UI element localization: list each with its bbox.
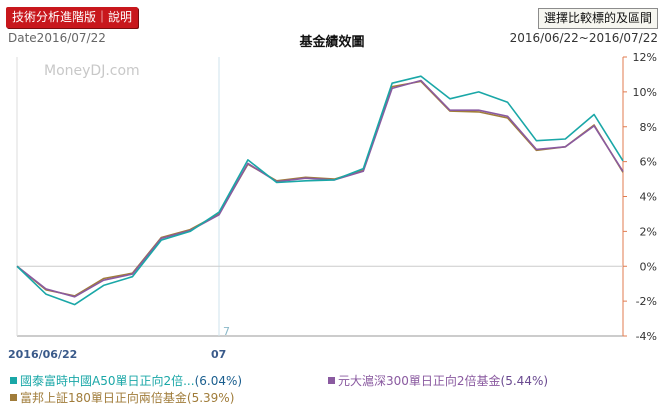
y-tick-label: 12% bbox=[633, 51, 657, 64]
y-tick-label: -2% bbox=[636, 295, 657, 308]
tech-analysis-button[interactable]: 技術分析進階版｜說明 bbox=[6, 7, 139, 28]
legend-item-series3[interactable]: 富邦上証180單日正向兩倍基金(5.39%) bbox=[10, 389, 234, 406]
x-tick-label: 07 bbox=[211, 348, 226, 361]
legend-swatch bbox=[10, 394, 17, 401]
y-tick-label: 6% bbox=[640, 156, 657, 169]
chart-title: 基金績效圖 bbox=[299, 35, 365, 50]
x-tick-label: 2016/06/22 bbox=[8, 348, 77, 361]
legend-name: 富邦上証180單日正向兩倍基金 bbox=[20, 391, 187, 405]
legend-value: (5.39%) bbox=[186, 391, 235, 405]
y-tick-label: 8% bbox=[640, 121, 657, 134]
legend-swatch bbox=[10, 377, 17, 384]
y-tick-label: 2% bbox=[640, 225, 657, 238]
legend-name: 國泰富時中國A50單日正向2倍... bbox=[20, 374, 195, 388]
y-tick-label: 0% bbox=[640, 260, 657, 273]
series-line-1 bbox=[16, 75, 624, 306]
y-tick-label: -4% bbox=[636, 330, 657, 343]
y-tick-label: 10% bbox=[633, 86, 657, 99]
legend-value: (5.44%) bbox=[500, 374, 549, 388]
series-line-2 bbox=[16, 79, 624, 298]
compare-select-button[interactable]: 選擇比較標的及區間 bbox=[537, 8, 658, 29]
legend-item-series2[interactable]: 元大滬深300單日正向2倍基金(5.44%) bbox=[328, 372, 548, 389]
series-line-3 bbox=[16, 80, 624, 297]
watermark: MoneyDJ.com bbox=[44, 63, 140, 79]
legend-value: (6.04%) bbox=[194, 374, 243, 388]
y-tick-label: 4% bbox=[640, 191, 657, 204]
date-range-label: 2016/06/22~2016/07/22 bbox=[509, 31, 658, 45]
legend-swatch bbox=[328, 377, 335, 384]
month-marker-label: 7 bbox=[223, 325, 230, 338]
date-label: Date2016/07/22 bbox=[8, 31, 106, 45]
legend-name: 元大滬深300單日正向2倍基金 bbox=[338, 374, 501, 388]
legend-item-series1[interactable]: 國泰富時中國A50單日正向2倍...(6.04%) bbox=[10, 372, 242, 389]
